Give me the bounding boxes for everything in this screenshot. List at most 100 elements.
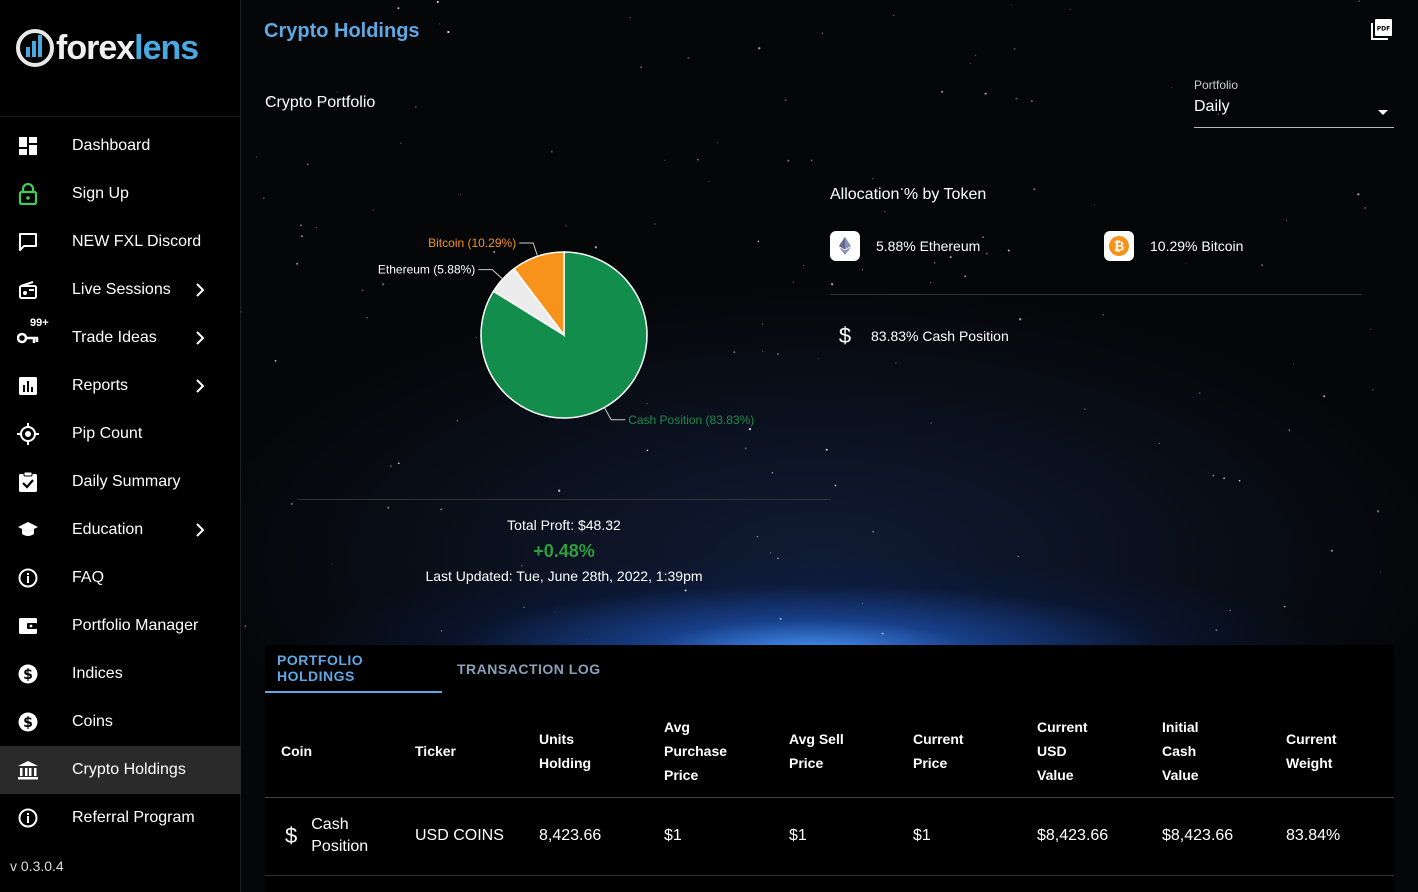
pie-slice-bitcoin[interactable] (512, 251, 565, 338)
col-header-avg-sell-price[interactable]: Avg Sell Price (773, 705, 897, 798)
bitcoin-icon: ₿ (1104, 231, 1134, 261)
star (1284, 605, 1286, 608)
star (1014, 48, 1016, 50)
star (307, 163, 309, 166)
tab-bar: PORTFOLIO HOLDINGS TRANSACTION LOG (265, 645, 613, 693)
star (1292, 363, 1294, 365)
ethereum-icon (830, 231, 860, 261)
sidebar-item-trade-ideas[interactable]: 99+ Trade Ideas (0, 314, 241, 362)
holdings-table: Coin Ticker Units Holding Avg Purchase Pric… (265, 705, 1394, 876)
star (779, 617, 782, 621)
dollar-circle-icon: $ (17, 663, 39, 685)
token-label: 5.88% Ethereum (876, 238, 981, 254)
star (821, 32, 824, 34)
star (440, 630, 443, 632)
star (881, 632, 884, 635)
sidebar: forexlens Dashboard Sign Up NEW FXL Disc… (0, 0, 241, 892)
col-header-initial-cash-value[interactable]: Initial Cash Value (1146, 705, 1270, 798)
star (439, 23, 440, 25)
sidebar-item-daily-summary[interactable]: Daily Summary (0, 458, 241, 506)
star (1015, 97, 1018, 100)
sidebar-item-referral-program[interactable]: Referral Program (0, 794, 241, 842)
col-header-current-price[interactable]: Current Price (897, 705, 1021, 798)
sidebar-item-live-sessions[interactable]: Live Sessions (0, 266, 241, 314)
sidebar-item-discord[interactable]: NEW FXL Discord (0, 218, 241, 266)
sidebar-item-faq[interactable]: FAQ (0, 554, 241, 602)
sidebar-item-coins[interactable]: $ Coins (0, 698, 241, 746)
sidebar-item-sign-up[interactable]: Sign Up (0, 170, 241, 218)
logo[interactable]: forexlens (16, 24, 199, 72)
star (664, 159, 666, 161)
cell-current-weight: 83.84% (1270, 797, 1394, 876)
allocation-divider (830, 294, 1362, 295)
star (825, 448, 828, 451)
star (436, 0, 439, 3)
sidebar-item-indices[interactable]: $ Indices (0, 650, 241, 698)
allocation-title: Allocation % by Token (830, 186, 987, 203)
star (771, 472, 773, 474)
star (554, 611, 556, 613)
portfolio-summary: Total Proft: $48.32 +0.48% Last Updated:… (297, 517, 831, 584)
star (1017, 555, 1019, 558)
info-icon (17, 807, 39, 829)
star (758, 47, 761, 50)
cell-coin: $ Cash Position (265, 797, 399, 876)
star (459, 194, 461, 196)
cell-current-price: $1 (897, 797, 1021, 876)
star (708, 181, 710, 183)
pdf-icon[interactable]: PDF (1371, 18, 1393, 40)
sidebar-item-crypto-holdings[interactable]: Crypto Holdings (0, 746, 241, 794)
sidebar-item-dashboard[interactable]: Dashboard (0, 122, 241, 170)
sidebar-item-label: Referral Program (72, 809, 195, 826)
sidebar-item-portfolio-manager[interactable]: Portfolio Manager (0, 602, 241, 650)
last-updated: Last Updated: Tue, June 28th, 2022, 1:39… (425, 568, 703, 584)
cell-avg-purchase-price: $1 (648, 797, 773, 876)
star (893, 14, 895, 17)
radio-icon (17, 279, 39, 301)
sidebar-item-label: Trade Ideas (72, 329, 157, 346)
sidebar-item-label: Live Sessions (72, 281, 171, 298)
pie-leader-line (603, 407, 626, 421)
svg-text:₿: ₿ (1114, 240, 1125, 255)
star (974, 54, 977, 57)
star (984, 92, 987, 95)
info-icon (17, 567, 39, 589)
key-icon (17, 327, 39, 349)
sidebar-item-pip-count[interactable]: Pip Count (0, 410, 241, 458)
star (862, 269, 864, 271)
star (550, 150, 553, 153)
caret-down-icon (1378, 110, 1388, 115)
chevron-right-icon (196, 283, 205, 297)
star (296, 262, 299, 265)
sidebar-item-education[interactable]: Education (0, 506, 241, 554)
star (1379, 571, 1382, 573)
star (872, 177, 874, 180)
dollar-icon: $ (285, 823, 298, 848)
col-header-coin[interactable]: Coin (265, 705, 399, 798)
tab-portfolio-holdings[interactable]: PORTFOLIO HOLDINGS (265, 645, 442, 693)
clipboard-check-icon (17, 471, 39, 493)
star (1158, 442, 1160, 445)
col-header-ticker[interactable]: Ticker (399, 705, 523, 798)
cell-ticker: USD COINS (399, 797, 523, 876)
portfolio-select[interactable]: Portfolio Daily (1194, 78, 1394, 128)
star (1215, 629, 1218, 632)
col-header-avg-purchase-price[interactable]: Avg Purchase Price (648, 705, 773, 798)
chevron-right-icon (196, 523, 205, 537)
tab-transaction-log[interactable]: TRANSACTION LOG (457, 661, 601, 677)
sidebar-item-label: Sign Up (72, 185, 129, 202)
sidebar-item-label: Indices (72, 665, 123, 682)
star (687, 57, 690, 59)
col-header-current-weight[interactable]: Current Weight (1270, 705, 1394, 798)
sidebar-item-reports[interactable]: Reports (0, 362, 241, 410)
star (373, 209, 375, 211)
col-header-current-usd-value[interactable]: Current USD Value (1021, 705, 1146, 798)
total-profit: Total Proft: $48.32 (507, 517, 621, 533)
table-row[interactable]: $ Cash Position USD COINS 8,423.66 $1 $1 … (265, 797, 1394, 876)
star (274, 359, 277, 362)
bank-icon (17, 759, 39, 781)
star (1010, 4, 1012, 6)
section-title: Crypto Portfolio (265, 94, 376, 111)
col-header-units-holding[interactable]: Units Holding (523, 705, 648, 798)
star (803, 264, 805, 266)
